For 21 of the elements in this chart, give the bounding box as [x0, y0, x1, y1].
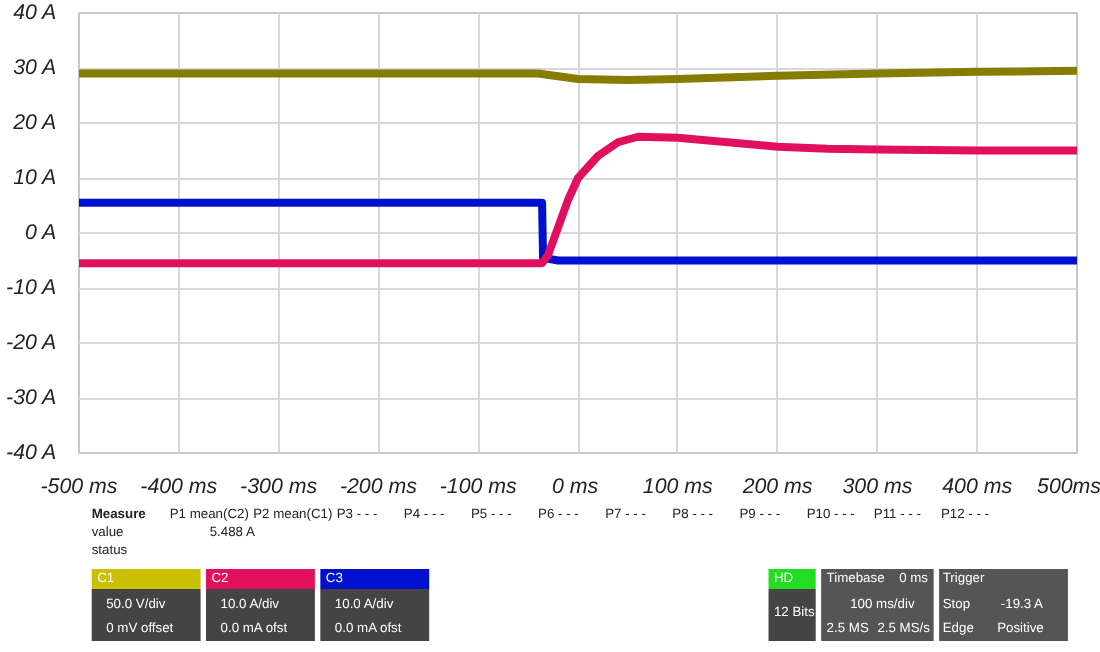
x-tick-label: 0 ms: [551, 475, 600, 499]
y-tick-label: 40 A: [13, 1, 57, 25]
x-tick-label: 300 ms: [842, 475, 914, 499]
y-tick-label: -10 A: [6, 276, 57, 300]
y-tick-label: 10 A: [13, 166, 57, 190]
x-tick-label: 200 ms: [740, 475, 814, 499]
x-tick-label: -100 ms: [439, 475, 519, 499]
y-tick-label: 0 A: [25, 221, 57, 245]
y-tick-label: -30 A: [6, 386, 57, 410]
y-tick-label: 30 A: [13, 56, 57, 80]
x-tick-label: -200 ms: [339, 475, 419, 499]
x-tick-label: -500 ms: [40, 475, 119, 499]
x-tick-label: 500ms: [1037, 475, 1100, 499]
x-tick-label: -300 ms: [240, 475, 319, 499]
x-tick-label: 400 ms: [942, 475, 1014, 499]
x-tick-label: 100 ms: [642, 475, 715, 499]
y-tick-label: -20 A: [6, 331, 57, 355]
x-tick-label: -400 ms: [140, 475, 219, 499]
y-tick-label: 20 A: [11, 111, 57, 135]
line-series: [79, 132, 1077, 268]
y-tick-label: -40 A: [6, 441, 57, 465]
